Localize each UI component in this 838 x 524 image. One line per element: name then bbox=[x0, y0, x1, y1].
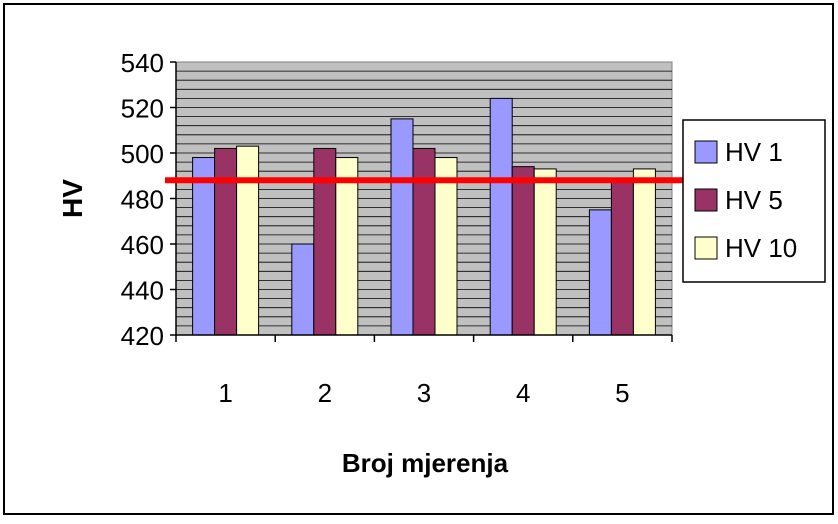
bar-hv-10-4 bbox=[533, 168, 557, 336]
y-tick-label: 440 bbox=[121, 276, 164, 306]
legend-label: HV 5 bbox=[725, 185, 783, 215]
legend-label: HV 1 bbox=[725, 137, 783, 167]
y-tick-label: 460 bbox=[121, 230, 164, 260]
y-tick-label: 500 bbox=[121, 139, 164, 169]
bar-hv-5-3 bbox=[412, 147, 436, 336]
bar-hv-1-3 bbox=[390, 118, 414, 336]
legend-swatch bbox=[694, 140, 718, 164]
bar-hv-5-4 bbox=[511, 166, 535, 336]
y-axis: 420 440 460 480 500 520 540 bbox=[121, 48, 177, 351]
bar-hv-10-3 bbox=[434, 157, 458, 336]
x-tick-label: 5 bbox=[615, 378, 629, 408]
bar-hv-5-5 bbox=[610, 179, 634, 336]
x-axis-title: Broj mjerenja bbox=[342, 448, 509, 478]
bar-hv-5-1 bbox=[214, 147, 238, 336]
bar-hv-10-2 bbox=[335, 157, 359, 336]
bar-hv-1-5 bbox=[588, 209, 612, 336]
y-tick-label: 420 bbox=[121, 321, 164, 351]
bars bbox=[192, 97, 656, 336]
legend: HV 1 HV 5 HV 10 bbox=[682, 119, 826, 283]
x-tick-label: 3 bbox=[417, 378, 431, 408]
bar-hv-5-2 bbox=[313, 147, 337, 336]
bar-hv-10-5 bbox=[632, 168, 656, 336]
bar-hv-10-1 bbox=[236, 145, 260, 336]
x-tick-label: 4 bbox=[516, 378, 530, 408]
x-tick-label: 2 bbox=[318, 378, 332, 408]
legend-swatch bbox=[694, 236, 718, 260]
y-tick-label: 520 bbox=[121, 94, 164, 124]
legend-swatch bbox=[694, 188, 718, 212]
y-axis-title: HV bbox=[57, 179, 88, 218]
x-axis: 1 2 3 4 5 bbox=[175, 334, 673, 408]
legend-label: HV 10 bbox=[725, 233, 797, 263]
x-tick-label: 1 bbox=[218, 378, 232, 408]
bar-hv-1-4 bbox=[489, 97, 513, 336]
bar-hv-1-1 bbox=[192, 157, 216, 336]
y-tick-label: 480 bbox=[121, 185, 164, 215]
y-tick-label: 540 bbox=[121, 48, 164, 78]
bar-hv-1-2 bbox=[291, 243, 315, 336]
